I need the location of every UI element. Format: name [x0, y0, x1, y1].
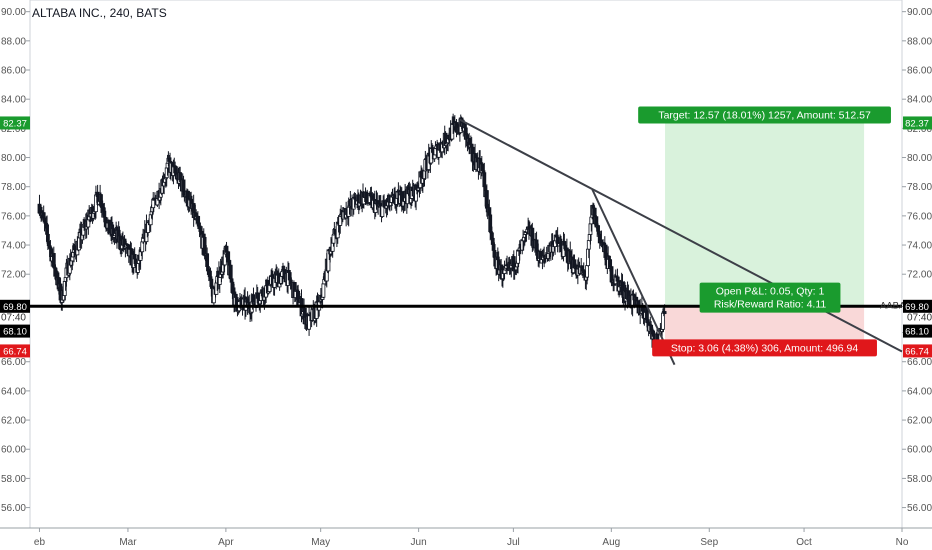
x-tick-label: Sep — [700, 537, 718, 548]
price-tag-left-text: 82.37 — [3, 118, 27, 129]
y-tick-label-right: 74.00 — [907, 241, 932, 252]
candle-body — [662, 311, 667, 314]
y-tick-label-left: 72.00 — [1, 270, 26, 281]
y-tick-label-left: 88.00 — [1, 36, 26, 47]
candle-body — [615, 276, 620, 282]
candle-body — [484, 190, 489, 209]
y-tick-label-right: 72.00 — [907, 270, 932, 281]
candle-body — [331, 234, 336, 244]
y-tick-label-right: 60.00 — [907, 445, 932, 456]
candle-body — [233, 293, 238, 298]
price-tag-right — [903, 324, 932, 338]
price-tag-left-text: 66.74 — [3, 346, 27, 357]
y-tick-label-left: 58.00 — [1, 474, 26, 485]
pnl-label-text: Risk/Reward Ratio: 4.11 — [714, 299, 827, 311]
candles — [37, 113, 667, 354]
y-tick-label-right: 86.00 — [907, 66, 932, 77]
y-tick-label-left: 64.00 — [1, 386, 26, 397]
x-tick-label: Oct — [796, 537, 812, 548]
target-label: Target: 12.57 (18.01%) 1257, Amount: 512… — [638, 106, 891, 124]
x-tick-label: Mar — [119, 537, 137, 548]
y-tick-label-right: 80.00 — [907, 153, 932, 164]
pnl-label-bg — [699, 282, 841, 313]
candle-body — [597, 230, 601, 235]
trendline — [591, 189, 676, 366]
price-tag-right — [903, 299, 932, 313]
x-tick-label: Jun — [411, 537, 427, 548]
x-tick-label: Jul — [507, 537, 520, 548]
price-tag-left — [0, 324, 30, 338]
price-tag-right — [903, 116, 932, 130]
y-tick-label-left: 60.00 — [1, 445, 26, 456]
y-tick-label-left: 78.00 — [1, 182, 26, 193]
pnl-label-text: Open P&L: 0.05, Qty: 1 — [716, 286, 825, 298]
y-tick-label-left: 84.00 — [1, 95, 26, 106]
stop-label-text: Stop: 3.06 (4.38%) 306, Amount: 496.94 — [671, 342, 859, 354]
price-tag-left — [0, 116, 30, 130]
x-tick-label: Apr — [218, 537, 234, 548]
x-tick-label: No — [896, 537, 909, 548]
stop-label: Stop: 3.06 (4.38%) 306, Amount: 496.94 — [652, 339, 877, 357]
chart-title: ALTABA INC., 240, BATS — [32, 6, 167, 20]
price-tag-right-text: 69.80 — [905, 302, 929, 313]
y-tick-label-right: 78.00 — [907, 182, 932, 193]
price-tag-left — [0, 344, 30, 358]
candle-body — [51, 253, 56, 268]
candle — [380, 205, 385, 218]
y-tick-label-left: 62.00 — [1, 416, 26, 427]
candle-body — [585, 265, 590, 278]
y-tick-label-right: 62.00 — [907, 416, 932, 427]
y-tick-label-left: 76.00 — [1, 211, 26, 222]
y-tick-label-right: 66.00 — [907, 357, 932, 368]
left-extra-label: 07:40 — [1, 313, 26, 324]
y-tick-label-left: 66.00 — [1, 357, 26, 368]
candle-body — [432, 154, 437, 160]
candle-body — [321, 283, 326, 298]
target-label-text: Target: 12.57 (18.01%) 1257, Amount: 512… — [658, 109, 871, 121]
y-tick-label-right: 58.00 — [907, 474, 932, 485]
x-tick-label: Aug — [602, 537, 620, 548]
candle-body — [181, 179, 186, 192]
right-extra-label: 07:40 — [907, 313, 932, 324]
ticker-label: AABA — [880, 301, 906, 312]
candle-body — [217, 276, 222, 285]
price-tag-right-text: 82.37 — [905, 118, 929, 129]
price-tag-left-text: 68.10 — [3, 327, 27, 338]
y-tick-label-right: 88.00 — [907, 36, 932, 47]
y-tick-label-left: 56.00 — [1, 503, 26, 514]
candle-body — [463, 123, 467, 129]
trendline — [459, 118, 903, 353]
target-label-bg — [638, 106, 891, 124]
price-tag-left — [0, 299, 30, 313]
y-tick-label-right: 90.00 — [907, 7, 932, 18]
candle-body — [70, 256, 75, 262]
candle-body — [230, 281, 235, 293]
y-tick-label-left: 74.00 — [1, 241, 26, 252]
y-tick-label-right: 84.00 — [907, 95, 932, 106]
x-tick-label: May — [311, 537, 330, 548]
y-tick-label-right: 64.00 — [907, 386, 932, 397]
x-tick-label: eb — [34, 537, 46, 548]
target-zone — [665, 122, 865, 306]
price-tag-right — [903, 344, 932, 358]
y-tick-label-left: 86.00 — [1, 66, 26, 77]
y-tick-label-left: 80.00 — [1, 153, 26, 164]
price-tag-right-text: 66.74 — [905, 346, 929, 357]
candle-body — [202, 236, 207, 256]
y-tick-label-right: 76.00 — [907, 211, 932, 222]
price-tag-left-text: 69.80 — [3, 302, 27, 313]
candle-body — [586, 240, 591, 250]
stop-label-bg — [652, 339, 877, 357]
price-tag-right-text: 68.10 — [905, 327, 929, 338]
y-tick-label-right: 56.00 — [907, 503, 932, 514]
y-tick-label-left: 90.00 — [1, 7, 26, 18]
